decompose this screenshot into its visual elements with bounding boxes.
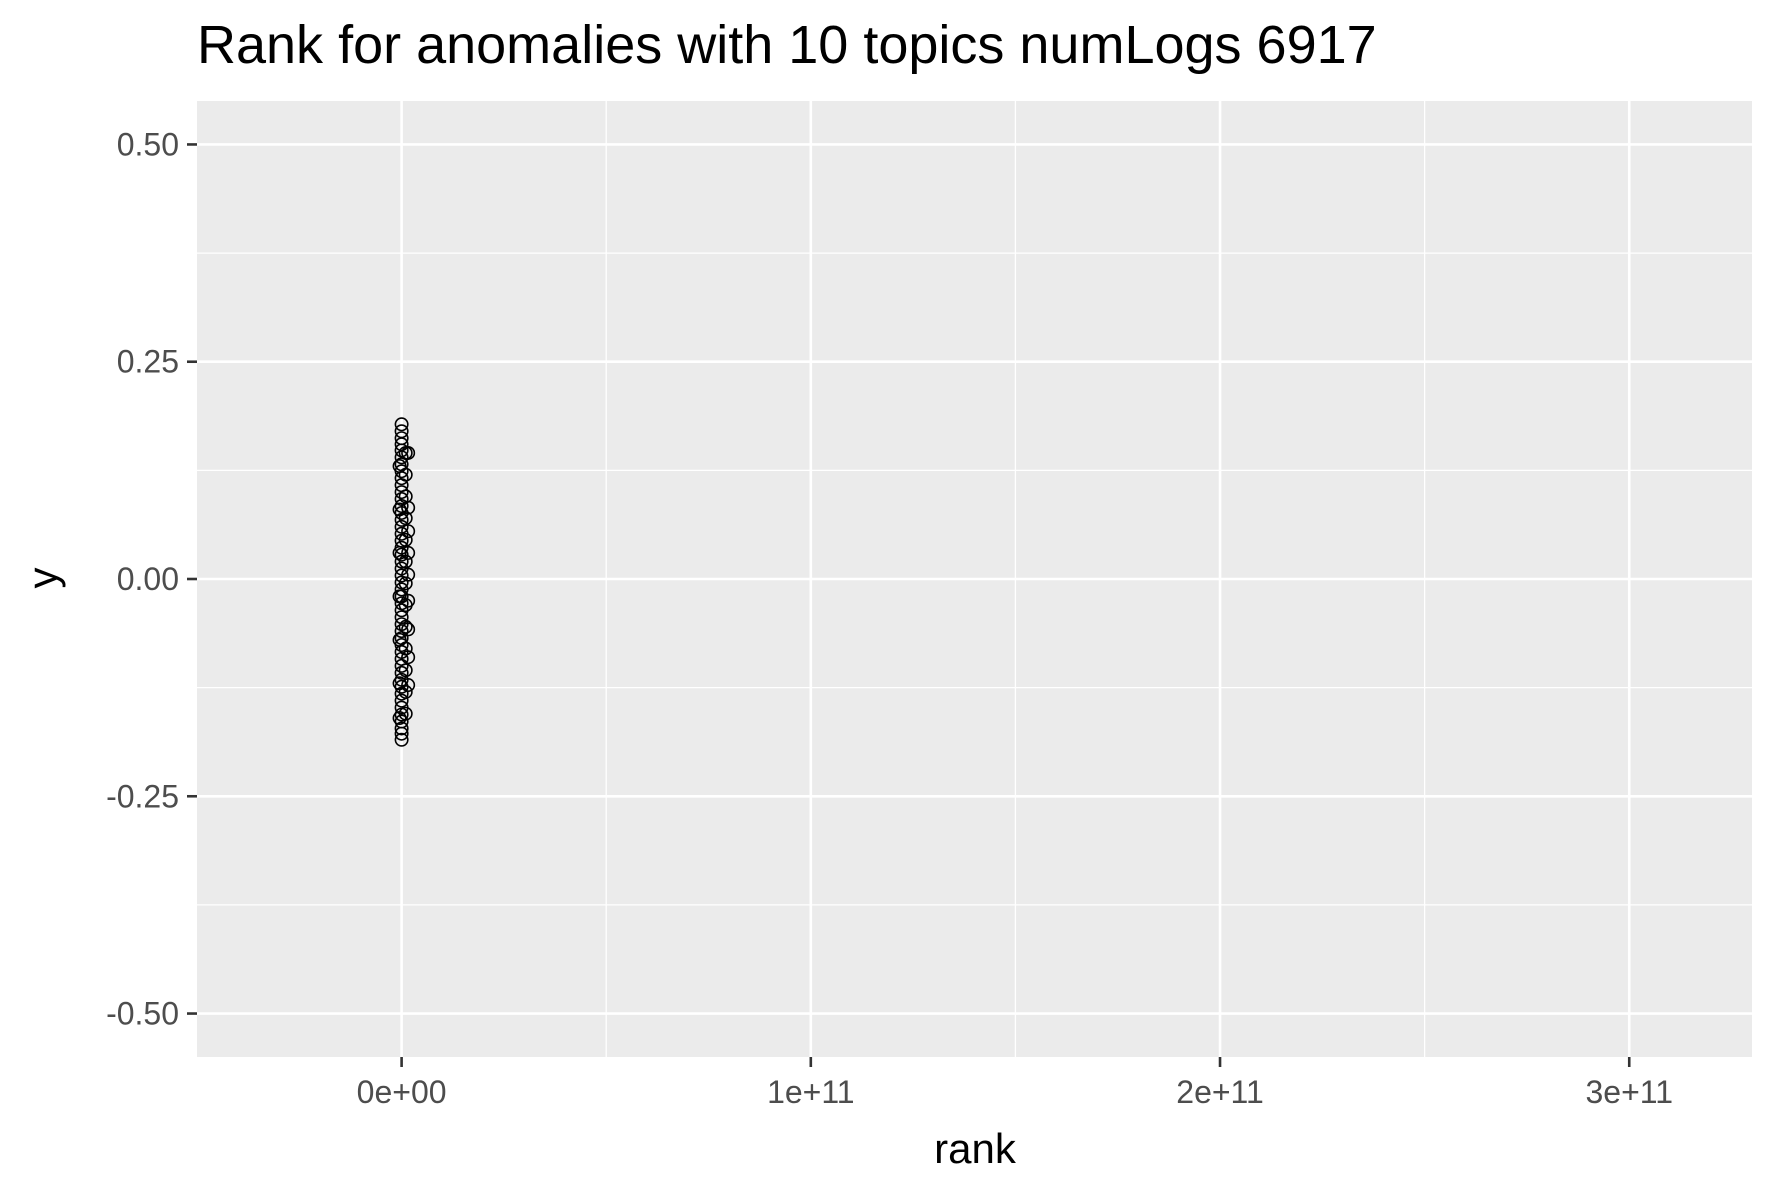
data-point — [392, 459, 407, 474]
data-point — [398, 576, 413, 591]
y-axis-title: y — [19, 568, 66, 589]
data-point — [394, 658, 409, 673]
data-point — [401, 622, 416, 637]
data-point — [394, 726, 409, 741]
data-point — [401, 524, 416, 539]
grid-lines — [197, 101, 1752, 1057]
data-point — [394, 547, 409, 562]
data-point — [392, 632, 407, 647]
x-axis-title: rank — [934, 1125, 1017, 1172]
data-point — [401, 445, 416, 460]
data-point — [401, 650, 416, 665]
data-point — [394, 732, 409, 747]
data-point — [394, 610, 409, 625]
data-point — [401, 500, 416, 515]
x-tick-label: 0e+00 — [357, 1074, 447, 1110]
data-points — [392, 417, 416, 747]
data-point — [401, 678, 416, 693]
data-point — [392, 711, 407, 726]
data-point — [394, 485, 409, 500]
data-point — [394, 417, 409, 432]
data-point — [392, 545, 407, 560]
data-point — [398, 532, 413, 547]
x-tick-label: 3e+11 — [1585, 1074, 1673, 1110]
data-point — [392, 589, 407, 604]
y-tick-label: -0.50 — [106, 996, 179, 1032]
y-tick-label: 0.00 — [117, 561, 179, 597]
data-point — [394, 568, 409, 583]
data-point — [401, 545, 416, 560]
y-tick-label: 0.25 — [117, 344, 179, 380]
data-point — [401, 567, 416, 582]
data-point — [401, 593, 416, 608]
y-tick-label: -0.25 — [106, 778, 179, 814]
data-point — [392, 502, 407, 517]
axis-ticks: 0e+00 1e+11 2e+11 3e+11 -0.50 -0.25 0.00 0.25 0.… — [106, 126, 1673, 1110]
data-point — [394, 721, 409, 736]
x-tick-label: 1e+11 — [767, 1074, 855, 1110]
x-tick-label: 2e+11 — [1176, 1074, 1264, 1110]
data-point — [394, 624, 409, 639]
chart-title: Rank for anomalies with 10 topics numLog… — [197, 15, 1377, 75]
data-point — [394, 554, 409, 569]
data-point — [398, 663, 413, 678]
data-point — [392, 676, 407, 691]
data-point — [398, 619, 413, 634]
data-point — [394, 693, 409, 708]
y-tick-label: 0.50 — [117, 126, 179, 162]
